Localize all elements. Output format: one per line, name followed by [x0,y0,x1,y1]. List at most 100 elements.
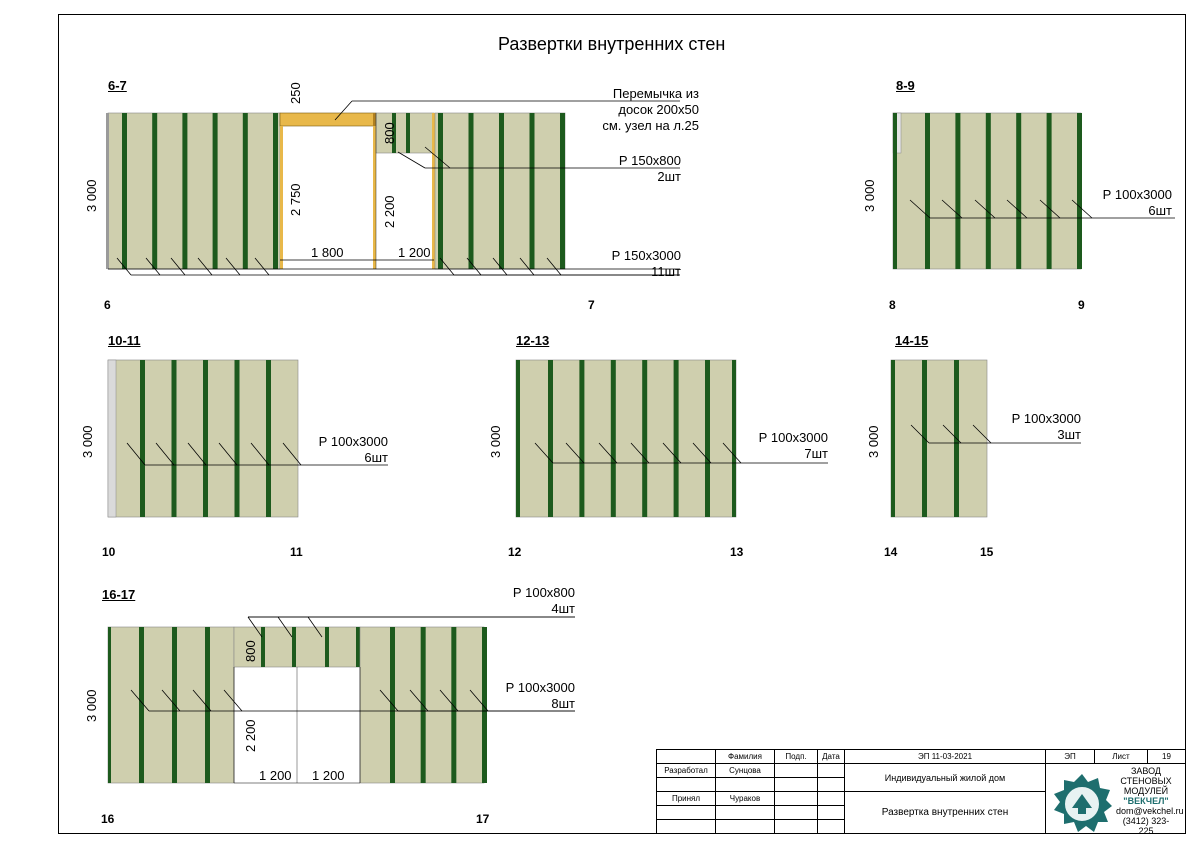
annotation-10-11: Р 100х3000 6шт [319,434,388,466]
axis-16: 16 [101,812,115,826]
stamp-role2: Принял [656,791,716,806]
annotation-line: Р 150х3000 [611,248,681,263]
wall-6-7-upper-stud [392,113,396,153]
axis-10: 10 [102,545,116,559]
annotation-line: см. узел на л.25 [602,118,699,133]
w1213-leader [692,442,712,464]
wall-label-8-9: 8-9 [896,78,915,93]
annotation-line: 4шт [551,601,575,616]
leader [397,151,426,169]
annotation-12-13: Р 100х3000 7шт [759,430,828,462]
wall-16-17-upper-stud [356,627,360,667]
sheet-title: Развертки внутренних стен [498,34,726,54]
w1617-leader [192,689,212,712]
wall-6-7-left-stud [273,113,278,269]
w1617-r-leader [469,689,489,712]
stamp-cell [774,791,818,806]
wall-16-17-left-stud [139,627,144,783]
wall-12-13-stud [705,360,710,517]
wall-label-14-15: 14-15 [895,333,929,348]
annotation-p150x3000: Р 150х3000 11шт [612,248,681,280]
w1213-leader [598,442,618,464]
stamp-cell [715,805,775,820]
wall-12-13-stud [642,360,648,517]
axis-14: 14 [884,545,898,559]
axis-6: 6 [104,298,111,312]
stamp-cell [817,791,845,806]
axis-13: 13 [730,545,744,559]
leader [334,100,353,121]
dim-panel-800: 800 [382,122,397,144]
w1011-leader [187,442,207,466]
company-email: dom@vekchel.ru [1116,806,1184,816]
wall-12-13-stud [673,360,679,517]
stamp-cell [817,777,845,792]
wall-6-7-edge [106,113,109,269]
stamp-col-family: Фамилия [715,749,775,764]
height-dim-8-9: 3 000 [862,179,877,212]
w67-bottom-leader [225,257,241,276]
company-logo-icon [1054,774,1112,832]
height-dim-10-11: 3 000 [80,425,95,458]
wall-10-11-stud [266,360,271,517]
wall-6-7-right-stud [499,113,504,269]
stamp-cell [656,777,716,792]
wall-16-17-right-stud [451,627,457,783]
annotation-line: Р 100х3000 [1011,411,1081,426]
stamp-doc-code: ЭП 11-03-2021 [844,749,1046,764]
wall-12-13-stud [579,360,585,517]
height-dim-6-7: 3 000 [84,179,99,212]
wall-6-7-joint [373,113,378,126]
w67-bottom-leader [254,257,270,276]
wall-12-13-stud [610,360,616,517]
wall-16-17-right-stud [482,627,487,783]
axis-17: 17 [476,812,490,826]
wall-8-9-stud [955,113,961,269]
stamp-role1: Разработал [656,763,716,778]
axis-9: 9 [1078,298,1085,312]
w1415-leader [972,424,992,444]
annotation-line: 8шт [551,696,575,711]
stamp-sheet-title: Развертка внутренних стен [844,791,1046,834]
annotation-lintel: Перемычка из досок 200х50 см. узел на л.… [602,86,699,134]
stamp-cell [656,819,716,834]
height-dim-12-13: 3 000 [488,425,503,458]
wall-6-7-left-panel [107,112,281,270]
wall-10-11-stud [140,360,145,517]
stamp-logo-cell: ЗАВОД СТЕНОВЫХ МОДУЛЕЙ "ВЕКЧЕЛ" dom@vekc… [1045,763,1186,836]
wall-14-15-stud [891,360,895,517]
wall-16-17-upper-panel [233,626,361,668]
stamp-cell [774,763,818,778]
wall-6-7-right-stud [438,113,443,269]
wall-10-11-stud [234,360,240,517]
annotation-line: Р 100х3000 [758,430,828,445]
wall-6-7-lintel [279,112,377,127]
annotation-p100x3000-16-17: Р 100х3000 8шт [506,680,575,712]
wall-6-7-left-stud [182,113,188,269]
stamp-cell [817,805,845,820]
w1213-leader [630,442,650,464]
annotation-line: Р 100х800 [512,585,575,600]
w89-leader [941,199,963,219]
wall-6-7-left-stud [212,113,218,269]
w67-bottom-leader [170,257,186,276]
company-line: МОДУЛЕЙ [1123,786,1169,796]
stamp-col-sign: Подп. [774,749,818,764]
wall-6-7-door-post [280,126,283,269]
wall-8-9-stud [925,113,930,269]
wall-16-17-upper-stud [325,627,329,667]
wall-10-11-stud [203,360,208,517]
w89-leader [1039,199,1061,219]
stamp-cell [715,777,775,792]
annotation-8-9: Р 100х3000 6шт [1103,187,1172,219]
company-line: СТЕНОВЫХ [1120,776,1172,786]
w1617-top-leader [307,616,323,638]
stamp-cell [656,805,716,820]
stamp-name2: Чураков [715,791,775,806]
annotation-line: 7шт [804,446,828,461]
w1213-leader [722,442,742,464]
w1617-r-leader [439,689,459,712]
stamp-cell [774,819,818,834]
annotation-line: 2шт [657,169,681,184]
axis-15: 15 [980,545,994,559]
